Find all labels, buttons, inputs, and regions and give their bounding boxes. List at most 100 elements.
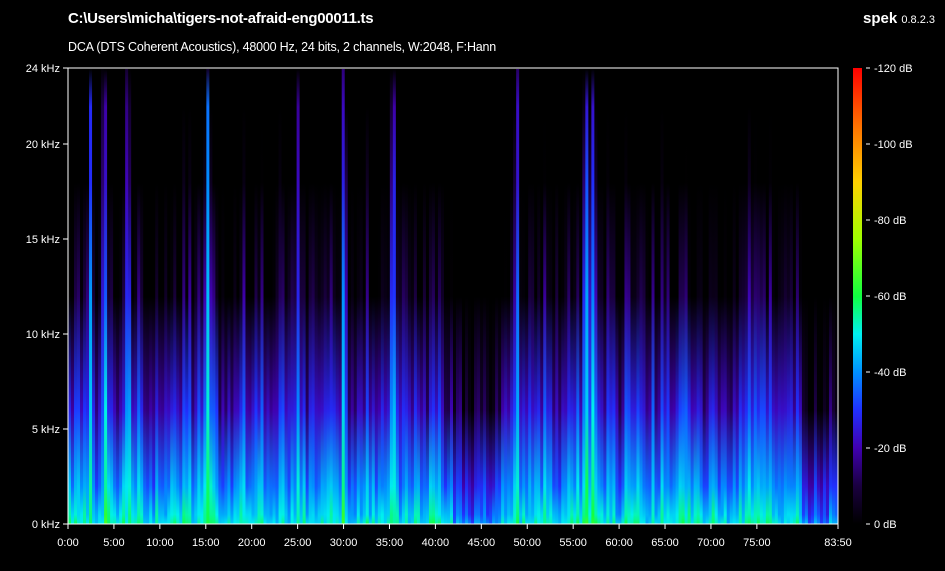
spectrogram-column [540, 69, 544, 524]
spectrogram-column [107, 69, 111, 524]
spectrogram-column [110, 69, 114, 524]
spectrogram-column [684, 69, 689, 524]
spectrogram-column [798, 69, 803, 524]
spectrogram-column [161, 69, 165, 524]
spectrogram-column [266, 69, 270, 524]
spectrogram-column [480, 69, 484, 524]
app-brand: spek 0.8.2.3 [863, 10, 935, 27]
spectrogram-column [591, 69, 595, 524]
spectrogram-column [552, 69, 556, 524]
file-path-title: C:\Users\micha\tigers-not-afraid-eng0001… [68, 10, 374, 27]
spectrogram-column [278, 69, 282, 524]
y-axis: 24 kHz 20 kHz 15 kHz 10 kHz 5 kHz 0 kHz [26, 63, 68, 531]
spectrogram-column [564, 69, 568, 524]
spectrogram-column [615, 69, 619, 524]
spectrogram-column [242, 69, 246, 524]
spectrogram-column [119, 69, 123, 524]
spectrogram-column [525, 69, 529, 524]
spectrogram-column [732, 69, 737, 524]
spectrogram-column [483, 69, 487, 524]
spectrogram-column [588, 69, 592, 524]
spectrogram-column [690, 69, 695, 524]
spectrogram-column [510, 69, 514, 524]
spectrogram-column [200, 69, 204, 524]
spectrogram-column [477, 69, 481, 524]
spectrogram-column [675, 69, 679, 524]
spectrogram-column [708, 69, 713, 524]
x-tick-label: 20:00 [238, 537, 266, 549]
spectrogram-column [374, 69, 379, 524]
colorbar-tick-label: -40 dB [874, 367, 906, 379]
spectrogram-column [428, 69, 433, 524]
spectrogram-column [245, 69, 249, 524]
spectrogram-column [663, 69, 667, 524]
spectrogram-column [83, 69, 87, 524]
spectrogram-column [272, 69, 276, 524]
spectrogram-column [750, 69, 755, 524]
spectrogram-column [456, 69, 460, 524]
spectrogram-column [362, 69, 367, 524]
spectrogram-column [227, 69, 231, 524]
spectrogram-column [741, 69, 746, 524]
spectrogram-column [465, 69, 469, 524]
spectrogram-column [326, 69, 331, 524]
x-axis: 0:00 5:00 10:00 15:00 20:00 25:00 30:00 35:00 40… [57, 524, 852, 549]
spectrogram-column [774, 69, 779, 524]
spectrogram-column [209, 69, 213, 524]
spectrogram-column [762, 69, 767, 524]
spectrogram-column [783, 69, 788, 524]
spectrogram-column [116, 69, 120, 524]
colorbar-tick-label: -80 dB [874, 215, 906, 227]
spectrogram-column [771, 69, 776, 524]
spectrogram-column [146, 69, 150, 524]
spectrogram-column [528, 69, 532, 524]
spectrogram-column [338, 69, 343, 524]
spectrogram-column [347, 69, 352, 524]
spectrogram-column [170, 69, 174, 524]
spectrogram-column [624, 69, 628, 524]
spectrogram-column [825, 69, 830, 524]
x-tick-label: 0:00 [57, 537, 78, 549]
spectrogram-column [834, 69, 839, 524]
spectrogram-column [474, 69, 478, 524]
x-tick-label: 35:00 [376, 537, 404, 549]
plot-frame [67, 67, 839, 525]
spectrogram-column [600, 69, 604, 524]
spectrogram-column [822, 69, 827, 524]
spectrogram-column [585, 69, 589, 524]
colorbar: 0 dB -20 dB -40 dB -60 dB -80 dB -100 dB -120 … [853, 63, 913, 531]
spectrogram-column [459, 69, 463, 524]
spectrogram-column [714, 69, 719, 524]
x-tick-label: 50:00 [513, 537, 541, 549]
spectrogram-column [567, 69, 571, 524]
spectrogram-column [813, 69, 818, 524]
spectrogram-column [645, 69, 649, 524]
spectrogram-column [359, 69, 364, 524]
spectrogram-column [218, 69, 222, 524]
spectrogram-column [618, 69, 622, 524]
y-tick-label: 0 kHz [32, 519, 60, 531]
colorbar-tick-label: 0 dB [874, 519, 897, 531]
spectrogram-column [522, 69, 526, 524]
y-tick-label: 20 kHz [26, 139, 60, 151]
spectrogram-column [828, 69, 833, 524]
spectrogram-column [407, 69, 412, 524]
colorbar-gradient [853, 68, 862, 524]
spectrogram-column [726, 69, 731, 524]
spectrogram-column [248, 69, 252, 524]
spectrogram-column [672, 69, 676, 524]
spectrogram-column [702, 69, 707, 524]
spectrogram-column [215, 69, 219, 524]
spectrogram-column [98, 69, 102, 524]
x-tick-label: 45:00 [468, 537, 496, 549]
spectrogram-column [137, 69, 141, 524]
spectrogram-column [495, 69, 499, 524]
spectrogram-column [416, 69, 421, 524]
x-tick-label: 70:00 [697, 537, 725, 549]
spectrogram-column [531, 69, 535, 524]
spectrogram-column [125, 69, 129, 524]
spectrogram-column [570, 69, 574, 524]
spectrogram-column [206, 69, 210, 524]
spectrogram-column [89, 69, 93, 524]
spectrogram-column [555, 69, 559, 524]
